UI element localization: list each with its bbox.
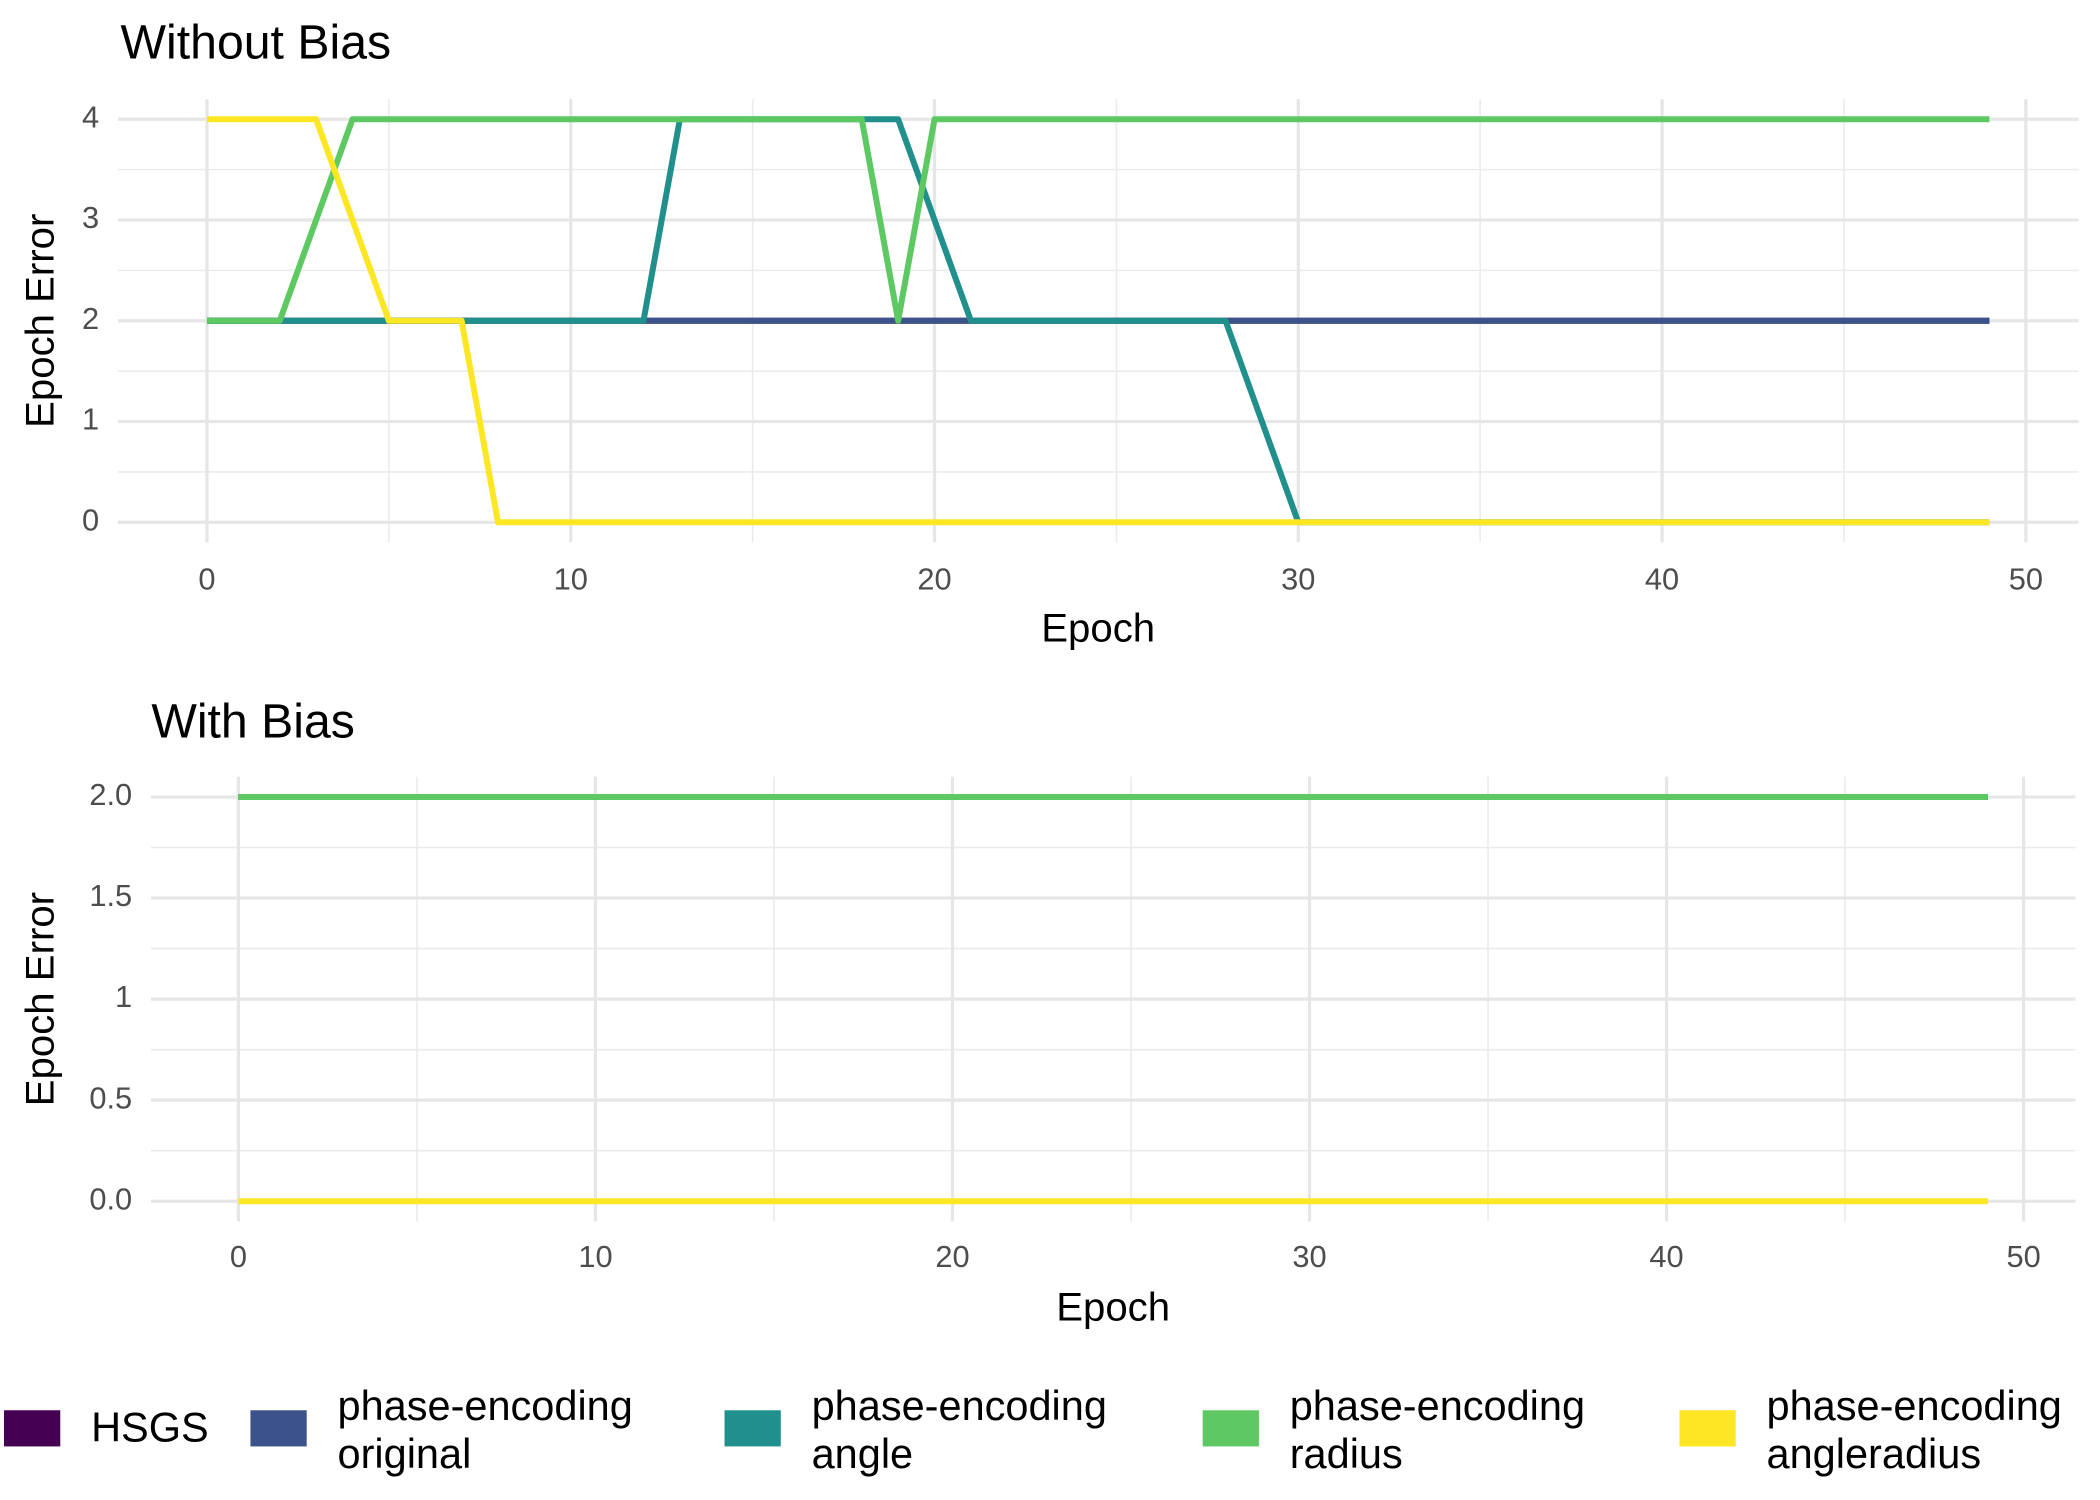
chart-title: Without Bias bbox=[121, 15, 392, 69]
x-tick-label: 20 bbox=[935, 1239, 969, 1274]
legend-label: phase-encoding radius bbox=[1290, 1382, 1597, 1477]
legend-key bbox=[4, 1410, 61, 1447]
y-tick-label: 1 bbox=[82, 402, 99, 437]
y-tick-label: 2 bbox=[82, 301, 99, 336]
x-tick-label: 30 bbox=[1292, 1239, 1326, 1274]
legend-label: phase-encoding original bbox=[338, 1382, 645, 1477]
x-tick-label: 40 bbox=[1645, 561, 1679, 596]
legend-key bbox=[1679, 1410, 1736, 1447]
legend-key bbox=[250, 1410, 307, 1447]
x-tick-label: 40 bbox=[1649, 1239, 1683, 1274]
x-tick-label: 30 bbox=[1281, 561, 1315, 596]
legend-label: phase-encoding angleradius bbox=[1767, 1382, 2074, 1477]
y-tick-label: 0.5 bbox=[89, 1080, 132, 1115]
y-tick-label: 1.5 bbox=[89, 878, 132, 913]
y-tick-label: 2.0 bbox=[89, 777, 132, 812]
legend-label: phase-encoding angle bbox=[812, 1382, 1119, 1477]
y-tick-label: 3 bbox=[82, 200, 99, 235]
x-axis-title: Epoch bbox=[1056, 1284, 1170, 1329]
y-axis-title: Epoch Error bbox=[17, 892, 62, 1106]
x-tick-label: 50 bbox=[2009, 561, 2043, 596]
x-axis-title: Epoch bbox=[1041, 605, 1155, 650]
y-tick-label: 0.0 bbox=[89, 1181, 132, 1216]
legend-label: HSGS bbox=[91, 1403, 209, 1450]
x-tick-label: 10 bbox=[554, 561, 588, 596]
legend-key bbox=[724, 1410, 781, 1447]
chart-title: With Bias bbox=[151, 694, 355, 748]
y-tick-label: 1 bbox=[115, 979, 132, 1014]
x-tick-label: 0 bbox=[198, 561, 215, 596]
x-tick-label: 10 bbox=[578, 1239, 612, 1274]
x-tick-label: 50 bbox=[2006, 1239, 2040, 1274]
y-tick-label: 4 bbox=[82, 99, 99, 134]
series-line bbox=[206, 116, 1990, 526]
x-tick-label: 20 bbox=[917, 561, 951, 596]
x-tick-label: 0 bbox=[230, 1239, 247, 1274]
legend-key bbox=[1202, 1410, 1259, 1447]
y-axis-title: Epoch Error bbox=[17, 214, 62, 428]
series-line bbox=[206, 116, 1990, 324]
y-tick-label: 0 bbox=[82, 502, 99, 537]
